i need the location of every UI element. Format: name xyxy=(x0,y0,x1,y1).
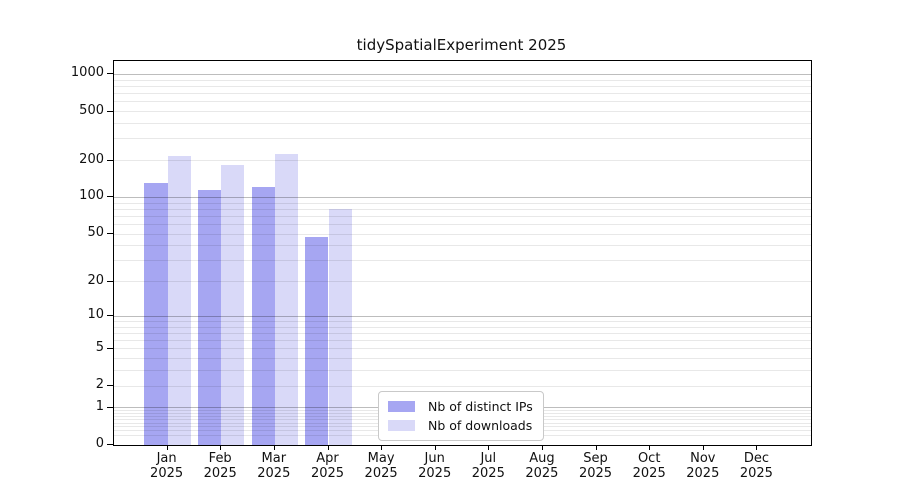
y-axis-tick-label: 5 xyxy=(95,339,104,355)
gridline-minor xyxy=(114,160,811,161)
x-axis-tick-label: Sep 2025 xyxy=(578,451,613,481)
legend-item: Nb of downloads xyxy=(388,416,534,435)
plot-area xyxy=(113,60,812,446)
gridline-minor xyxy=(114,358,811,360)
y-axis-tick-label: 500 xyxy=(79,102,104,118)
x-axis-tick-mark xyxy=(327,445,329,450)
y-axis-tick-label: 50 xyxy=(87,225,104,240)
gridline-minor xyxy=(114,385,811,387)
bar-downloads xyxy=(274,153,299,445)
gridline-major xyxy=(114,315,811,317)
gridline-minor xyxy=(114,370,811,372)
gridline-minor xyxy=(114,138,811,140)
y-axis-tick-label: 20 xyxy=(87,272,104,288)
x-axis-tick-label: Nov 2025 xyxy=(686,451,720,481)
y-axis-tick-label: 10 xyxy=(87,307,104,323)
bar-downloads xyxy=(221,164,245,445)
gridline-minor xyxy=(114,85,811,87)
legend: Nb of distinct IPs Nb of downloads xyxy=(378,391,544,441)
chart-title: tidySpatialExperiment 2025 xyxy=(356,36,567,54)
y-axis-tick-label: 1000 xyxy=(70,65,104,81)
gridline-minor xyxy=(114,208,811,210)
x-axis-tick-label: Aug 2025 xyxy=(525,451,559,481)
bar-distinct-ips xyxy=(305,237,329,445)
y-axis-tick-mark xyxy=(107,444,113,445)
legend-swatch xyxy=(388,401,415,412)
x-axis-tick-mark xyxy=(381,445,383,450)
y-axis-tick-mark xyxy=(107,159,113,161)
gridline-minor xyxy=(114,223,811,225)
gridline-minor xyxy=(114,340,811,342)
x-axis-tick-label: Apr 2025 xyxy=(310,451,345,481)
gridline-minor xyxy=(114,321,811,322)
y-axis-tick-mark xyxy=(107,110,113,112)
y-axis-tick-mark xyxy=(107,196,113,198)
x-axis-tick-mark xyxy=(434,445,436,450)
y-axis-tick-label: 1 xyxy=(95,398,104,414)
gridline-minor xyxy=(114,332,811,334)
x-axis-tick-mark xyxy=(220,445,222,450)
y-axis-tick-mark xyxy=(107,233,113,234)
x-axis-tick-label: Dec 2025 xyxy=(739,451,773,481)
bar-distinct-ips xyxy=(144,183,168,445)
gridline-minor xyxy=(114,260,811,262)
y-axis-tick-label: 100 xyxy=(79,188,104,204)
bar-distinct-ips xyxy=(251,186,275,445)
y-axis-tick-label: 200 xyxy=(79,151,104,167)
gridline-major xyxy=(114,196,811,198)
gridline-minor xyxy=(114,348,811,350)
legend-swatch xyxy=(388,420,415,431)
x-axis-tick-label: May 2025 xyxy=(364,451,398,481)
y-axis-tick-mark xyxy=(107,347,113,349)
gridline-minor xyxy=(114,233,811,235)
y-axis-tick-label: 2 xyxy=(95,377,104,393)
bar-downloads xyxy=(167,155,191,445)
x-axis-tick-label: Jul 2025 xyxy=(471,451,505,481)
legend-label: Nb of downloads xyxy=(428,418,533,433)
x-axis-tick-label: Jan 2025 xyxy=(150,451,184,481)
x-axis-tick-mark xyxy=(649,445,651,450)
y-axis-tick-mark xyxy=(107,280,113,282)
y-axis-tick-mark xyxy=(107,315,113,317)
x-axis-tick-mark xyxy=(756,445,758,450)
x-axis-tick-label: Oct 2025 xyxy=(632,451,666,481)
gridline-minor xyxy=(114,92,811,94)
gridline-minor xyxy=(114,202,811,204)
gridline-minor xyxy=(114,215,811,217)
x-axis-tick-mark xyxy=(541,445,543,450)
x-axis-tick-mark xyxy=(702,445,704,450)
gridline-minor xyxy=(114,326,811,328)
bar-downloads xyxy=(328,208,352,445)
x-axis-tick-mark xyxy=(488,445,490,450)
legend-item: Nb of distinct IPs xyxy=(388,397,534,416)
gridline-minor xyxy=(114,281,811,283)
bar-distinct-ips xyxy=(197,189,222,445)
gridline-minor xyxy=(114,79,811,81)
y-axis-tick-mark xyxy=(107,385,113,387)
x-axis-tick-label: Jun 2025 xyxy=(418,451,452,481)
gridline-minor xyxy=(114,122,811,124)
y-axis-tick-mark xyxy=(107,73,113,75)
y-axis-tick-label: 0 xyxy=(95,436,104,451)
x-axis-tick-label: Mar 2025 xyxy=(257,451,291,481)
x-axis-tick-label: Feb 2025 xyxy=(203,451,237,481)
x-axis-tick-mark xyxy=(595,445,597,450)
y-axis-tick-mark xyxy=(107,406,113,408)
legend-label: Nb of distinct IPs xyxy=(428,399,533,414)
x-axis-tick-mark xyxy=(166,445,168,450)
gridline-minor xyxy=(114,101,811,103)
gridline-minor xyxy=(114,245,811,247)
gridline-minor xyxy=(114,111,811,112)
gridline-major xyxy=(114,73,811,75)
x-axis-tick-mark xyxy=(273,445,275,450)
